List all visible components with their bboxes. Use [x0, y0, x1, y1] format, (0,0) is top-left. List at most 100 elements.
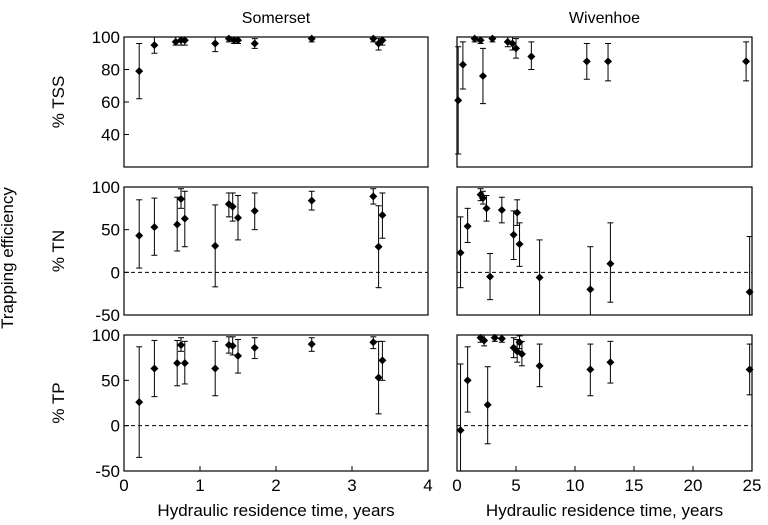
data-point — [135, 67, 144, 76]
data-point — [535, 273, 544, 282]
data-point — [378, 356, 387, 365]
data-point — [173, 220, 182, 229]
data-point — [497, 206, 506, 215]
data-point — [745, 287, 754, 296]
data-point — [486, 272, 495, 281]
panel-title: Wivenhoe — [569, 10, 640, 27]
plot-frame — [456, 36, 753, 168]
data-point — [307, 34, 316, 43]
y-tick-label: 100 — [92, 326, 120, 345]
data-point — [470, 34, 479, 43]
x-tick-label: 3 — [347, 476, 356, 495]
data-point — [742, 57, 751, 66]
x-tick-label: 5 — [511, 476, 520, 495]
data-point — [250, 39, 259, 48]
data-point — [515, 240, 524, 249]
x-tick-label: 4 — [423, 476, 432, 495]
y-tick-label: 0 — [111, 263, 120, 282]
data-point — [369, 34, 378, 43]
x-tick-label: 15 — [625, 476, 644, 495]
data-point — [582, 57, 591, 66]
plot-frame — [123, 186, 429, 316]
data-point — [476, 36, 485, 45]
data-point — [482, 204, 491, 213]
data-point — [211, 364, 220, 373]
data-point — [527, 52, 536, 61]
y-tick-label: -50 — [95, 462, 120, 481]
data-point — [234, 213, 242, 222]
y-tick-label: 50 — [101, 371, 120, 390]
data-point — [535, 361, 544, 370]
data-point — [483, 400, 492, 409]
data-point — [512, 44, 520, 53]
data-point — [509, 230, 518, 239]
figure-y-label: Trapping efficiency — [0, 187, 17, 329]
x-axis-label: Hydraulic residence time, years — [486, 501, 723, 520]
data-point — [454, 96, 463, 105]
data-point — [458, 60, 467, 69]
data-point — [150, 364, 159, 373]
plot-frame — [456, 186, 753, 316]
x-tick-label: 0 — [119, 476, 128, 495]
panel-title: Somerset — [242, 10, 311, 27]
data-point — [480, 336, 489, 345]
data-point — [463, 222, 472, 231]
panel-4 — [456, 186, 754, 316]
y-axis-label: % TP — [49, 382, 68, 423]
data-point — [150, 41, 159, 50]
plot-frame — [123, 36, 429, 168]
data-point — [307, 196, 316, 205]
data-point — [250, 206, 259, 215]
data-point — [478, 72, 487, 80]
data-point — [177, 194, 185, 203]
data-point — [478, 194, 487, 203]
y-axis-label: % TSS — [49, 76, 68, 129]
data-point — [378, 211, 387, 220]
data-point — [135, 398, 144, 407]
data-point — [177, 340, 185, 349]
data-point — [250, 343, 259, 352]
y-tick-label: 80 — [101, 61, 120, 80]
panel-2: Wivenhoe — [454, 10, 753, 168]
data-point — [456, 426, 465, 435]
data-point — [180, 36, 189, 45]
x-tick-label: 25 — [743, 476, 762, 495]
data-point — [173, 359, 182, 368]
data-point — [374, 373, 383, 382]
data-point — [586, 285, 595, 294]
data-point — [228, 341, 237, 350]
data-point — [508, 39, 517, 48]
y-axis-label: % TN — [49, 230, 68, 272]
data-point — [369, 338, 378, 347]
panel-1: 40 60 80 100 Somerset % TSS — [49, 10, 429, 168]
data-point — [378, 36, 387, 45]
y-tick-label: 50 — [101, 221, 120, 240]
x-tick-label: 10 — [566, 476, 585, 495]
y-tick-label: 100 — [92, 178, 120, 197]
x-axis-label: Hydraulic residence time, years — [157, 501, 394, 520]
panel-3: -50 0 50 100 % TN — [49, 178, 429, 325]
data-point — [180, 214, 189, 223]
data-point — [456, 248, 465, 257]
data-point — [307, 340, 316, 349]
x-tick-label: 1 — [195, 476, 204, 495]
data-point — [369, 192, 378, 201]
data-point — [463, 376, 472, 385]
data-point — [517, 350, 526, 359]
data-point — [228, 202, 237, 211]
data-point — [234, 36, 242, 45]
data-point — [604, 57, 613, 66]
x-tick-label: 20 — [684, 476, 703, 495]
plot-frame — [456, 334, 753, 472]
data-point — [513, 208, 522, 217]
x-tick-label: 2 — [271, 476, 280, 495]
data-point — [606, 259, 615, 268]
data-point — [150, 223, 159, 232]
data-point — [374, 242, 383, 251]
data-point — [586, 365, 595, 374]
data-point — [211, 39, 220, 48]
data-point — [234, 351, 242, 360]
x-tick-label: 0 — [452, 476, 461, 495]
